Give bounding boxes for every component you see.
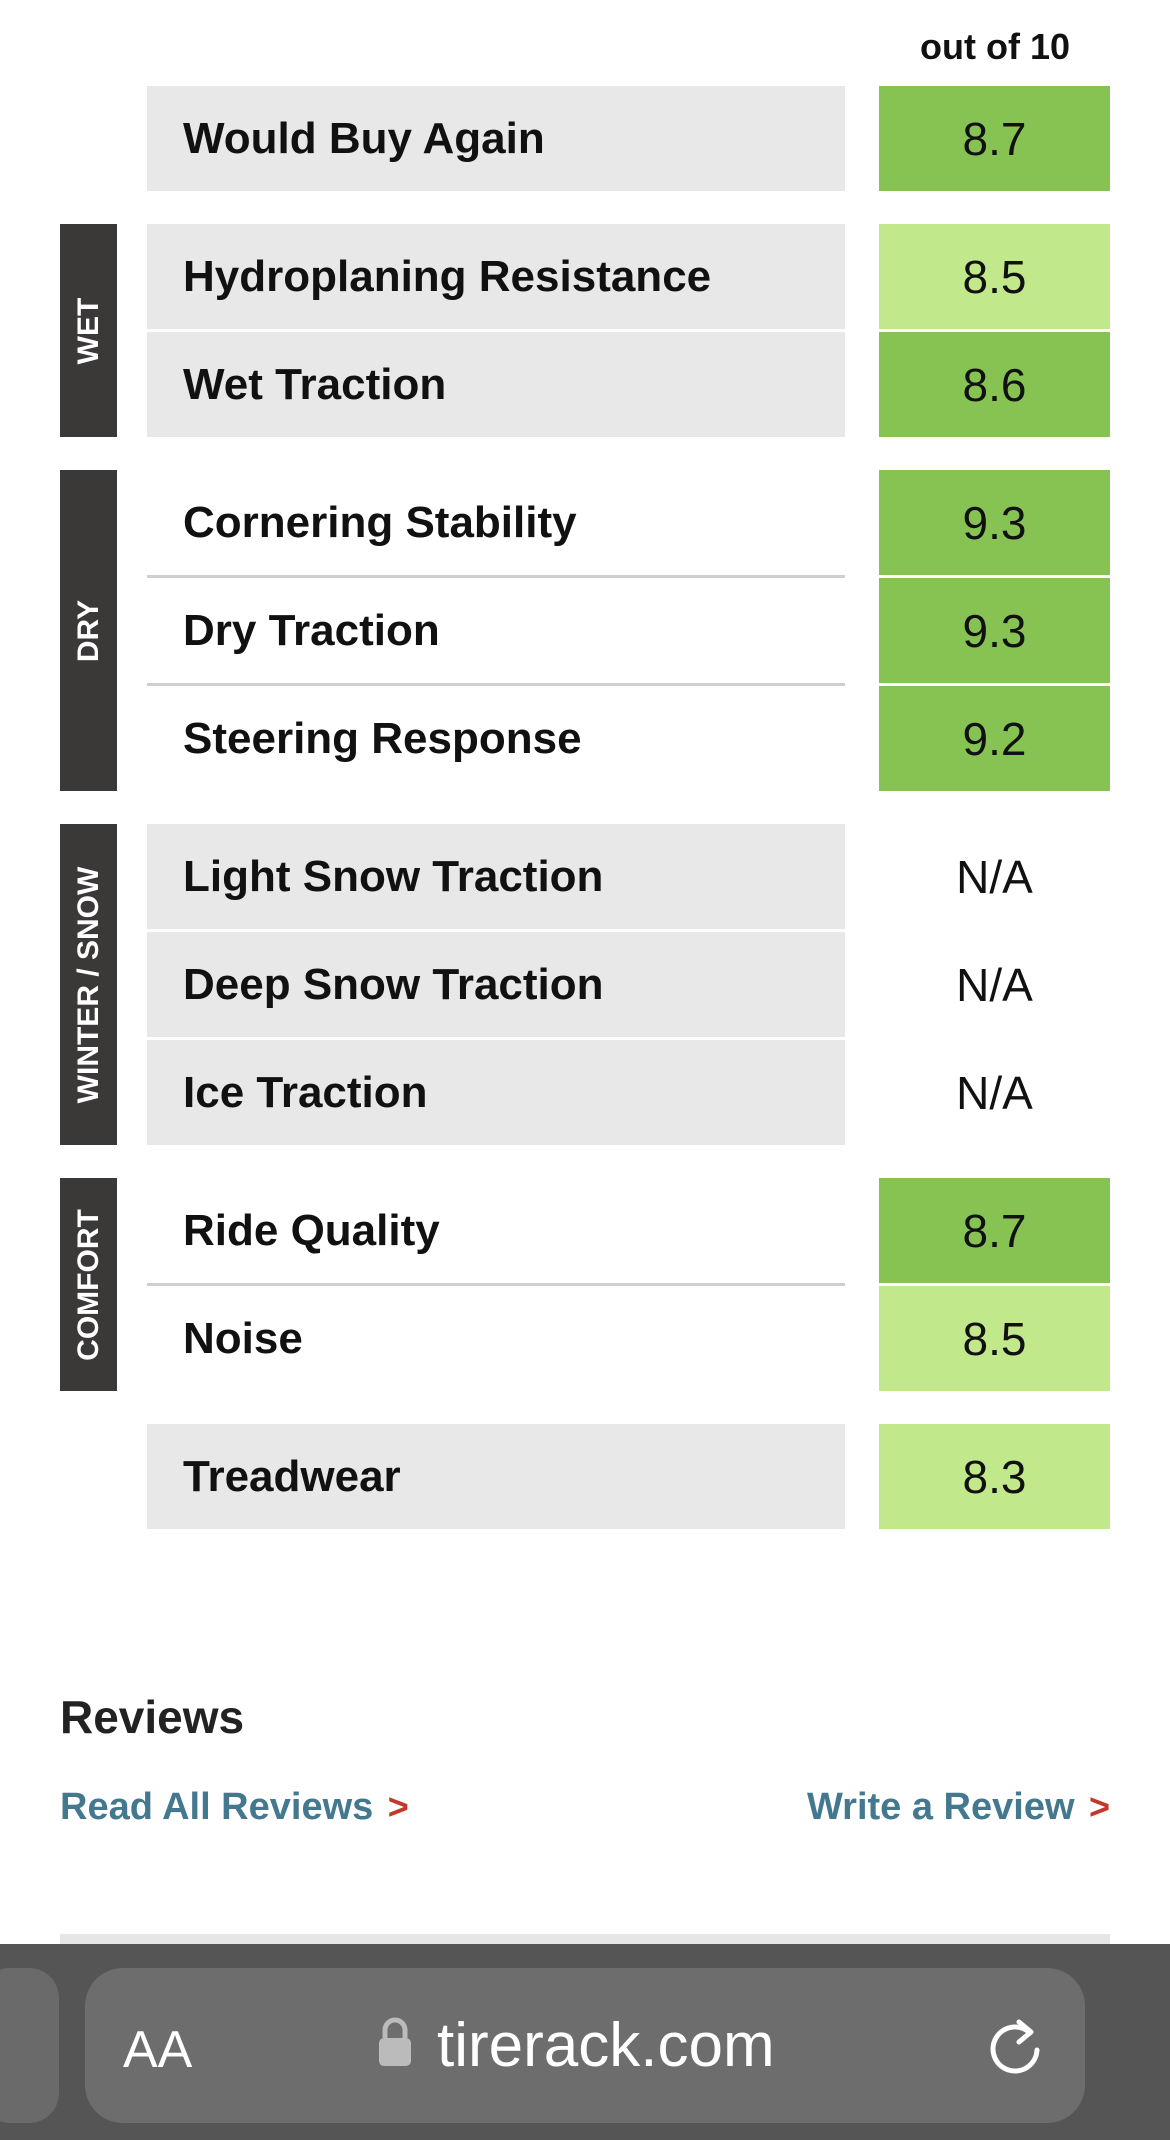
- row-name: Hydroplaning Resistance: [147, 224, 845, 329]
- group-label: DRY: [60, 470, 117, 791]
- link-text[interactable]: Write a Review: [806, 1786, 1075, 1828]
- write-review-link[interactable]: Write a Review >: [807, 1786, 1110, 1829]
- group-label: WET: [60, 224, 117, 437]
- text-size-button[interactable]: AA: [123, 2021, 193, 2079]
- row-name: Deep Snow Traction: [147, 932, 845, 1037]
- scale-note: out of 10: [920, 26, 1070, 67]
- row-separator: [147, 683, 845, 686]
- divider: [60, 1934, 1110, 1944]
- score: 8.3: [879, 1424, 1110, 1529]
- group-label-text: WINTER / SNOW: [71, 866, 105, 1103]
- reviews-title: Reviews: [60, 1691, 245, 1743]
- url[interactable]: tirerack.com: [437, 2011, 775, 2080]
- browser-bar: AA tirerack.com: [0, 1944, 1170, 2140]
- row-name: Light Snow Traction: [147, 824, 845, 929]
- score: 8.5: [879, 224, 1110, 329]
- row-name: Would Buy Again: [147, 86, 845, 191]
- read-all-link[interactable]: Read All Reviews >: [60, 1786, 409, 1829]
- reload-icon[interactable]: [985, 2016, 1045, 2076]
- link-arrow: >: [387, 1786, 409, 1827]
- score: N/A: [956, 958, 1033, 1011]
- group-label: WINTER / SNOW: [60, 824, 117, 1145]
- score: 8.6: [879, 332, 1110, 437]
- row-name: Treadwear: [147, 1424, 845, 1529]
- score: 9.3: [879, 470, 1110, 575]
- link-arrow: >: [1088, 1786, 1110, 1827]
- tab-pill[interactable]: [0, 1968, 59, 2123]
- row-name: Dry Traction: [147, 578, 845, 683]
- group-label-text: WET: [71, 297, 105, 364]
- link-text[interactable]: Read All Reviews: [60, 1786, 374, 1828]
- row-name: Cornering Stability: [147, 470, 845, 575]
- address-pill[interactable]: AA tirerack.com: [85, 1968, 1085, 2123]
- score: 8.5: [879, 1286, 1110, 1391]
- score: 8.7: [879, 1178, 1110, 1283]
- row-name: Noise: [147, 1286, 845, 1391]
- score: 9.2: [879, 686, 1110, 791]
- row-separator: [147, 575, 845, 578]
- group-label: COMFORT: [60, 1178, 117, 1391]
- group-label-text: DRY: [71, 599, 105, 662]
- score: 9.3: [879, 578, 1110, 683]
- row-name: Steering Response: [147, 686, 845, 791]
- row-name: Ride Quality: [147, 1178, 845, 1283]
- score: N/A: [956, 1066, 1033, 1119]
- row-name: Ice Traction: [147, 1040, 845, 1145]
- score: 8.7: [879, 86, 1110, 191]
- row-separator: [147, 1283, 845, 1286]
- score: N/A: [956, 850, 1033, 903]
- lock-icon: [379, 2017, 411, 2066]
- row-name: Wet Traction: [147, 332, 845, 437]
- group-label-text: COMFORT: [71, 1208, 105, 1361]
